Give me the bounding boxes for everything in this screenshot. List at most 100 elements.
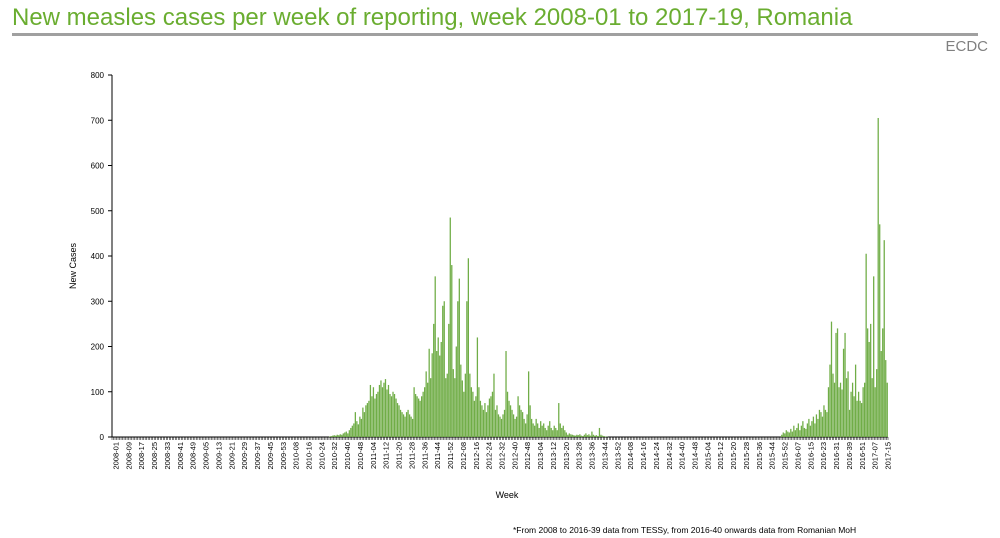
bar — [424, 387, 426, 437]
bar — [552, 430, 554, 437]
bar — [479, 400, 482, 437]
bar — [882, 328, 884, 437]
x-tick-label: 2015-44 — [768, 442, 777, 470]
bar — [463, 391, 465, 437]
bar — [836, 328, 839, 437]
x-tick-label: 2017-07 — [871, 442, 880, 470]
bar — [473, 400, 476, 437]
bar — [401, 412, 403, 437]
bar — [782, 432, 784, 437]
bar — [348, 430, 350, 437]
bar — [597, 436, 599, 437]
bar — [592, 434, 595, 437]
x-tick-label: 2012-08 — [459, 442, 468, 470]
bar — [408, 414, 411, 437]
bar — [824, 409, 827, 437]
x-axis-label: Week — [496, 490, 519, 500]
x-tick-label: 2016-39 — [845, 442, 854, 470]
x-tick-label: 2015-20 — [729, 442, 738, 470]
bar — [886, 382, 888, 437]
bar — [537, 423, 539, 437]
bar — [540, 421, 542, 437]
x-tick-label: 2016-31 — [832, 442, 841, 470]
bar — [561, 427, 563, 437]
bar — [399, 409, 402, 437]
bar — [377, 391, 379, 437]
bar — [848, 409, 851, 437]
x-tick-label: 2008-41 — [176, 442, 185, 470]
y-tick-label: 100 — [91, 388, 105, 397]
bar — [803, 427, 806, 437]
x-tick-label: 2013-52 — [613, 442, 622, 470]
bar — [333, 435, 335, 437]
bar — [821, 416, 824, 437]
x-axis: 2008-01 2008-09 2008-17 2008-25 2008-33 2008-… — [112, 436, 893, 470]
bar — [470, 387, 473, 437]
bar — [466, 301, 468, 437]
bar — [469, 373, 471, 437]
bar — [392, 391, 394, 437]
bar — [502, 414, 504, 437]
bar — [378, 384, 381, 437]
bar — [366, 403, 369, 437]
bar — [785, 430, 787, 437]
bar — [493, 373, 495, 437]
x-tick-label: 2011-12 — [382, 442, 391, 469]
x-tick-label: 2012-24 — [485, 442, 494, 470]
bar — [458, 278, 460, 437]
x-tick-label: 2015-52 — [781, 442, 790, 470]
x-tick-label: 2014-40 — [678, 442, 687, 470]
bar — [360, 418, 363, 437]
bar — [549, 421, 551, 437]
x-tick-label: 2013-20 — [562, 442, 571, 470]
bar — [499, 416, 501, 437]
bar — [425, 371, 427, 437]
bar — [363, 412, 366, 437]
bar — [818, 409, 821, 437]
bar — [356, 421, 358, 437]
x-tick-label: 2008-49 — [189, 442, 198, 470]
x-tick-label: 2008-33 — [163, 442, 172, 470]
bars — [329, 117, 888, 438]
x-tick-label: 2016-51 — [858, 442, 867, 470]
x-tick-label: 2012-32 — [498, 442, 507, 470]
bar — [440, 341, 442, 437]
bar — [488, 398, 491, 437]
bar — [877, 117, 879, 438]
y-tick-label: 300 — [91, 297, 105, 306]
bar — [410, 416, 412, 437]
bar — [508, 400, 510, 437]
source-label: ECDC — [945, 38, 988, 55]
title-divider — [12, 33, 978, 36]
bar — [538, 427, 540, 437]
bar — [383, 382, 385, 437]
bar — [577, 435, 579, 437]
bar — [476, 337, 479, 437]
bar — [357, 424, 360, 437]
bar — [874, 387, 876, 437]
bar — [580, 435, 583, 437]
bar — [811, 421, 813, 437]
chart-title: New measles cases per week of reporting,… — [12, 4, 853, 31]
bar — [431, 353, 433, 437]
bar — [565, 432, 567, 437]
bar — [487, 405, 489, 437]
bar — [842, 348, 845, 437]
bar — [826, 412, 828, 437]
bar — [787, 431, 789, 437]
y-tick-label: 500 — [91, 207, 105, 216]
bar — [576, 434, 578, 437]
bar — [374, 398, 376, 437]
bar — [579, 434, 581, 437]
bar — [413, 387, 415, 437]
bar — [511, 409, 513, 437]
x-tick-label: 2009-29 — [240, 442, 249, 470]
bar — [784, 433, 786, 437]
x-tick-label: 2010-40 — [343, 442, 352, 470]
x-tick-label: 2011-20 — [395, 442, 404, 469]
bar — [496, 405, 498, 437]
x-tick-label: 2016-07 — [793, 442, 802, 470]
bar — [555, 427, 557, 437]
bar — [335, 435, 337, 437]
bar — [794, 430, 796, 437]
